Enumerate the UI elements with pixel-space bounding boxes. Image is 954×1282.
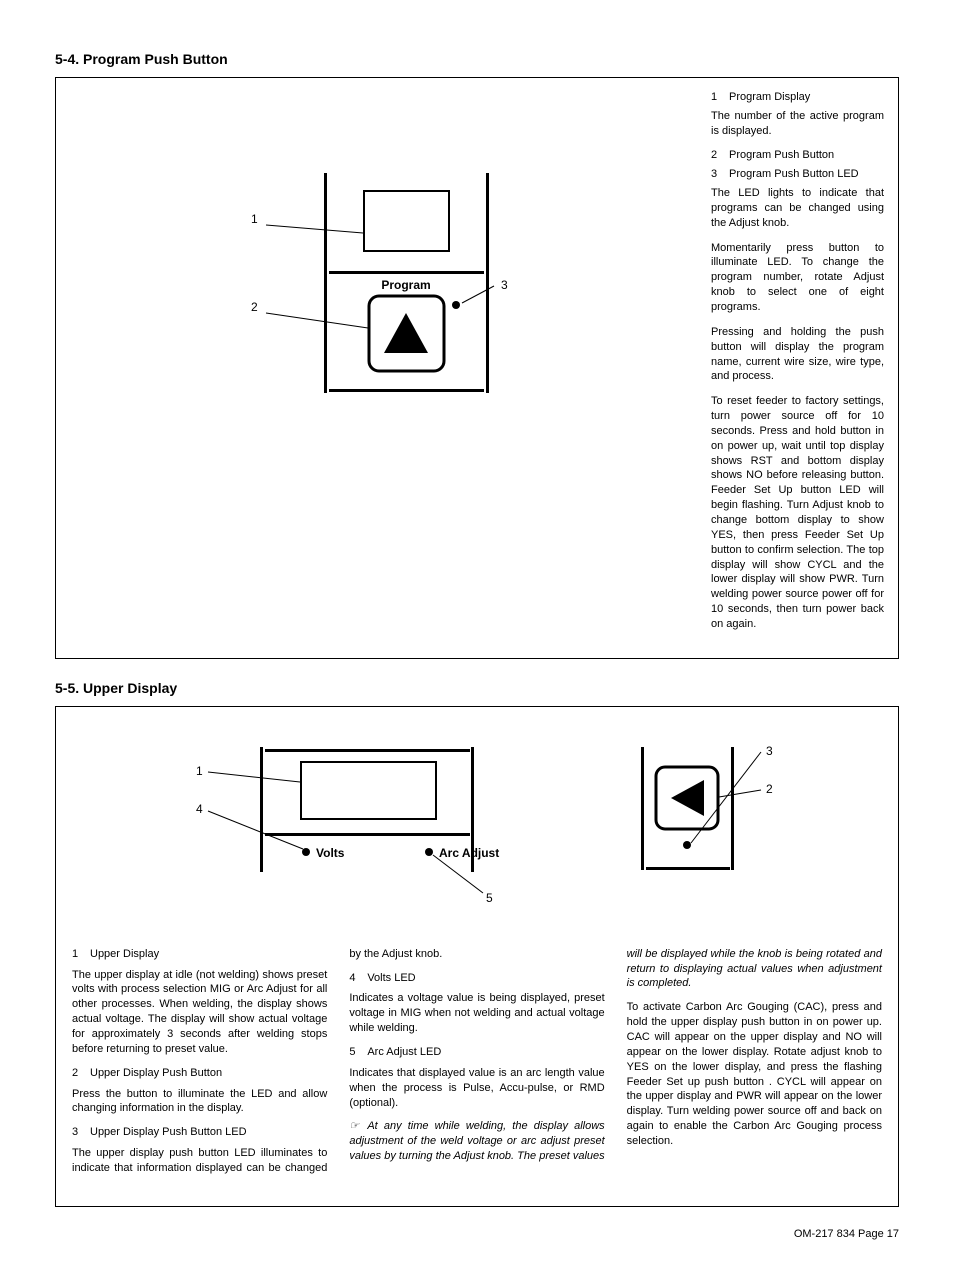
diagram-label-program: Program <box>381 278 430 292</box>
list-item: 3Program Push Button LED <box>711 167 884 182</box>
callout-1: 1 <box>251 212 258 226</box>
sec55-diagram: Volts Arc Adjust 1 <box>126 727 836 927</box>
list-item: 5Arc Adjust LED <box>349 1045 604 1060</box>
callout-4: 4 <box>196 802 203 816</box>
paragraph: Indicates that displayed value is an arc… <box>349 1066 604 1111</box>
sec54-text: 1Program Display The number of the activ… <box>703 78 898 658</box>
callout-1: 1 <box>196 764 203 778</box>
list-item: 2Upper Display Push Button <box>72 1066 327 1081</box>
paragraph: Momentarily press button to illuminate L… <box>711 241 884 315</box>
note-icon: ☞ <box>349 1119 367 1134</box>
list-item: 4Volts LED <box>349 971 604 986</box>
list-item: 1Upper Display <box>72 947 327 962</box>
paragraph: The number of the active program is disp… <box>711 109 884 139</box>
list-item: 3Upper Display Push Button LED <box>72 1125 327 1140</box>
section-5-5: 5-5. Upper Display Volts Arc Adjust <box>55 679 899 1207</box>
paragraph: Pressing and holding the push button wil… <box>711 325 884 384</box>
sec54-body: Program 1 2 3 1Prog <box>55 77 899 659</box>
paragraph: To reset feeder to factory settings, tur… <box>711 394 884 632</box>
callout-2: 2 <box>251 300 258 314</box>
diagram-label-volts: Volts <box>316 846 345 860</box>
sec54-diagram: Program 1 2 3 <box>196 133 516 433</box>
sec55-title: 5-5. Upper Display <box>55 679 899 698</box>
diagram-label-arc: Arc Adjust <box>439 846 499 860</box>
paragraph: Press the button to illuminate the LED a… <box>72 1087 327 1117</box>
callout-3: 3 <box>501 278 508 292</box>
sec55-diagram-area: Volts Arc Adjust 1 <box>55 706 899 931</box>
list-item: 1Program Display <box>711 90 884 105</box>
paragraph: The LED lights to indicate that programs… <box>711 186 884 231</box>
sec54-title: 5-4. Program Push Button <box>55 50 899 69</box>
sec55-text-columns: 1Upper Display The upper display at idle… <box>55 931 899 1207</box>
paragraph: The upper display at idle (not welding) … <box>72 968 327 1057</box>
paragraph: To activate Carbon Arc Gouging (CAC), pr… <box>627 1000 882 1148</box>
callout-3: 3 <box>766 744 773 758</box>
callout-2: 2 <box>766 782 773 796</box>
callout-5: 5 <box>486 891 493 905</box>
section-5-4: 5-4. Program Push Button Program <box>55 50 899 659</box>
list-item: 2Program Push Button <box>711 148 884 163</box>
sec54-diagram-area: Program 1 2 3 <box>56 78 703 658</box>
paragraph: Indicates a voltage value is being displ… <box>349 991 604 1036</box>
page-footer: OM-217 834 Page 17 <box>55 1227 899 1242</box>
